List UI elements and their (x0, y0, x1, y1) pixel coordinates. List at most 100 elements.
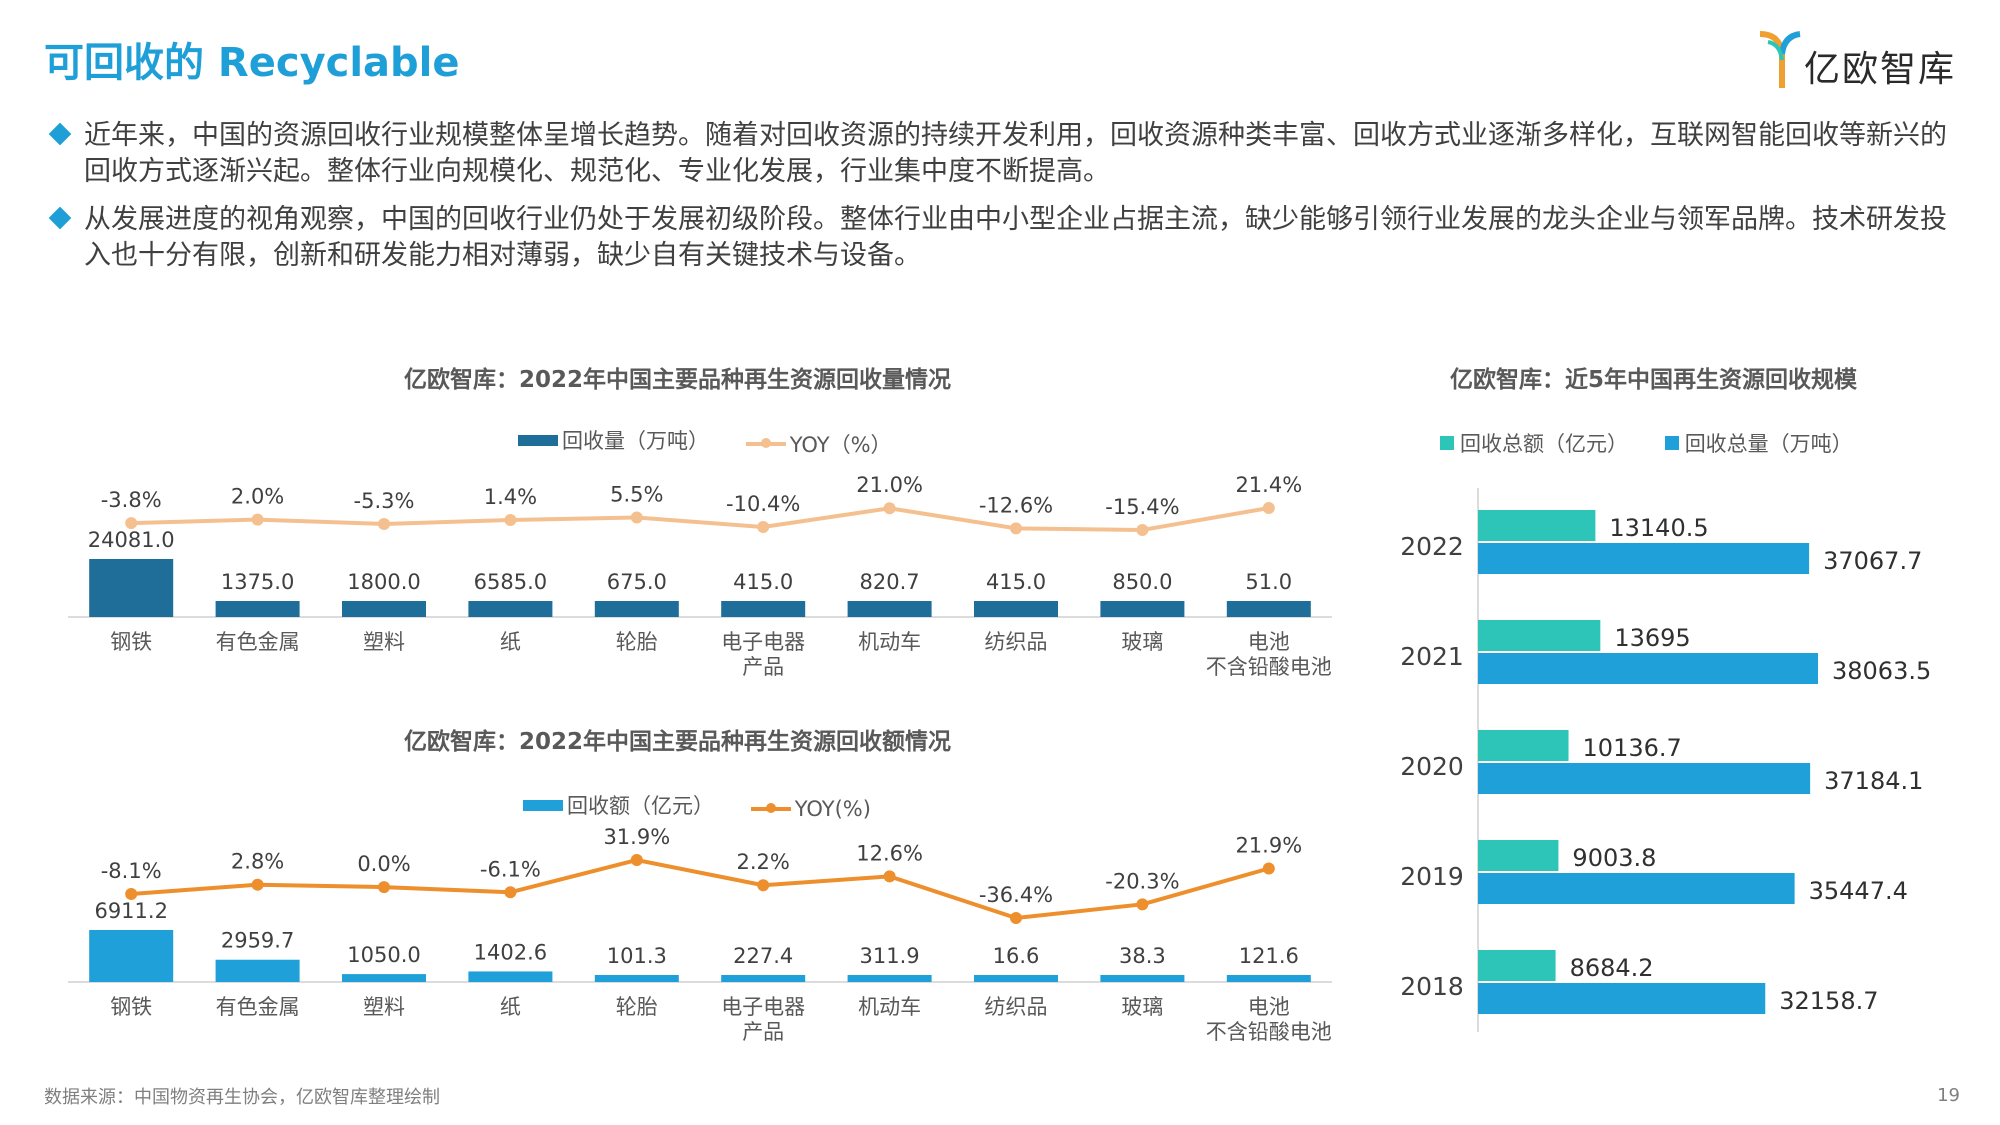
bar (215, 959, 300, 982)
bar (1478, 510, 1596, 541)
yoy-label: -15.4% (1105, 495, 1179, 519)
category-label: 机动车 (858, 630, 921, 654)
legend-swatch (1664, 436, 1679, 450)
bar (1478, 763, 1811, 794)
bar (974, 975, 1058, 982)
bar-value-label: 35447.4 (1809, 877, 1908, 905)
yoy-label: -8.1% (101, 859, 162, 883)
bar-value-label: 32158.7 (1779, 987, 1878, 1015)
bar (1478, 620, 1601, 651)
bar (1226, 975, 1311, 982)
bar (1226, 601, 1311, 617)
bar (721, 975, 806, 982)
legend-swatch (745, 437, 786, 448)
category-label: 钢铁 (110, 630, 152, 654)
bar-value-label: 38.3 (1119, 944, 1166, 968)
yoy-label: -36.4% (979, 883, 1053, 907)
yoy-label: -5.3% (354, 489, 415, 513)
bar (1100, 975, 1185, 982)
legend-label: 回收量（万吨） (562, 429, 709, 453)
category-label: 塑料 (363, 995, 405, 1019)
category-label: 2019 (1400, 862, 1464, 891)
yoy-label: 21.9% (1235, 833, 1302, 857)
bar (468, 971, 553, 982)
category-label: 有色金属 (216, 630, 300, 654)
category-label: 玻璃 (1121, 995, 1163, 1019)
yoy-line (131, 857, 1270, 921)
category-label: 玻璃 (1121, 630, 1163, 654)
legend-item: 回收总量（万吨） (1664, 428, 1853, 458)
bar (594, 601, 679, 617)
yoy-point (504, 513, 517, 526)
bar-value-label: 9003.8 (1572, 844, 1656, 872)
yoy-point (630, 511, 643, 524)
bar-value-label: 415.0 (733, 570, 793, 594)
yoy-point (251, 513, 264, 526)
chart-title-scale: 亿欧智库：近5年中国再生资源回收规模 (1450, 367, 1858, 393)
yoy-label: 2.8% (231, 850, 284, 874)
yoy-label: -10.4% (726, 492, 800, 516)
legend-label: 回收总量（万吨） (1684, 432, 1853, 456)
legend-item: YOY（%） (745, 429, 892, 459)
category-label: 轮胎 (616, 630, 658, 654)
category-label: 电子电器 (721, 630, 805, 654)
yoy-label: 21.0% (856, 473, 923, 497)
category-label: 电池 (1248, 995, 1290, 1019)
yoy-point (504, 886, 517, 899)
category-label: 钢铁 (110, 995, 152, 1019)
chart-volume: 24081.0 钢铁 1375.0 有色金属 1800.0 塑料 6585.0 纸 675.0 轮… (68, 473, 1332, 679)
yoy-point (1136, 898, 1149, 911)
bar-value-label: 1800.0 (347, 570, 420, 594)
bar-value-label: 1050.0 (347, 943, 420, 967)
yoy-label: 31.9% (603, 825, 670, 849)
yoy-point (757, 879, 770, 892)
category-label: 纸 (500, 995, 521, 1019)
bar-value-label: 2959.7 (221, 929, 294, 953)
yoy-line (131, 506, 1270, 533)
bar-value-label: 24081.0 (88, 528, 175, 552)
legend-label: 回收额（亿元） (567, 794, 714, 818)
bar-value-label: 6585.0 (474, 570, 547, 594)
bar (89, 930, 174, 982)
chart-scale: 2022 13140.5 37067.7 2021 13695 38063.5 2020 10… (1400, 488, 1931, 1032)
bar (342, 974, 426, 982)
category-label: 2021 (1400, 642, 1464, 671)
diamond-bullet-icon (48, 122, 72, 146)
bar-value-label: 415.0 (986, 570, 1046, 594)
category-label: 不含铅酸电池 (1206, 1020, 1332, 1044)
logo: 亿欧智库 (1758, 30, 1978, 92)
bullet-text: 从发展进度的视角观察，中国的回收行业仍处于发展初级阶段。整体行业由中小型企业占据… (84, 204, 1947, 271)
category-label: 纺织品 (985, 630, 1048, 654)
category-label: 机动车 (858, 995, 921, 1019)
bullet-text: 近年来，中国的资源回收行业规模整体呈增长趋势。随着对回收资源的持续开发利用，回收… (84, 120, 1947, 187)
legend-item: 回收总额（亿元） (1440, 428, 1628, 458)
legend-amount: 回收额（亿元） YOY(%) (523, 790, 901, 821)
yoy-point (1262, 502, 1275, 514)
diamond-bullet-icon (48, 206, 72, 230)
bar-value-label: 16.6 (993, 944, 1040, 968)
legend-item: 回收量（万吨） (518, 425, 709, 455)
yoy-label: -12.6% (979, 493, 1053, 517)
legend-item: YOY(%) (750, 797, 871, 821)
category-label: 2020 (1400, 752, 1464, 781)
yoy-point (1262, 862, 1275, 875)
yoy-label: -20.3% (1105, 869, 1179, 893)
yoy-label: 5.5% (610, 483, 663, 507)
bar-value-label: 820.7 (860, 570, 920, 594)
bar-value-label: 8684.2 (1570, 954, 1654, 982)
bar (468, 601, 553, 617)
yoy-label: 2.2% (737, 850, 790, 874)
bar-value-label: 1375.0 (221, 570, 294, 594)
bar-value-label: 311.9 (860, 944, 920, 968)
bar (1478, 653, 1818, 684)
bar (1478, 543, 1810, 574)
bar-value-label: 675.0 (607, 570, 667, 594)
yoy-label: 2.0% (231, 485, 284, 509)
bar (1100, 601, 1185, 617)
yoy-point (251, 878, 264, 891)
yoy-point (1136, 524, 1149, 536)
bar-value-label: 1402.6 (474, 940, 547, 964)
yoy-point (630, 854, 643, 866)
page-title: 可回收的 Recyclable (44, 40, 460, 86)
chart-title-volume: 亿欧智库：2022年中国主要品种再生资源回收量情况 (404, 367, 952, 393)
